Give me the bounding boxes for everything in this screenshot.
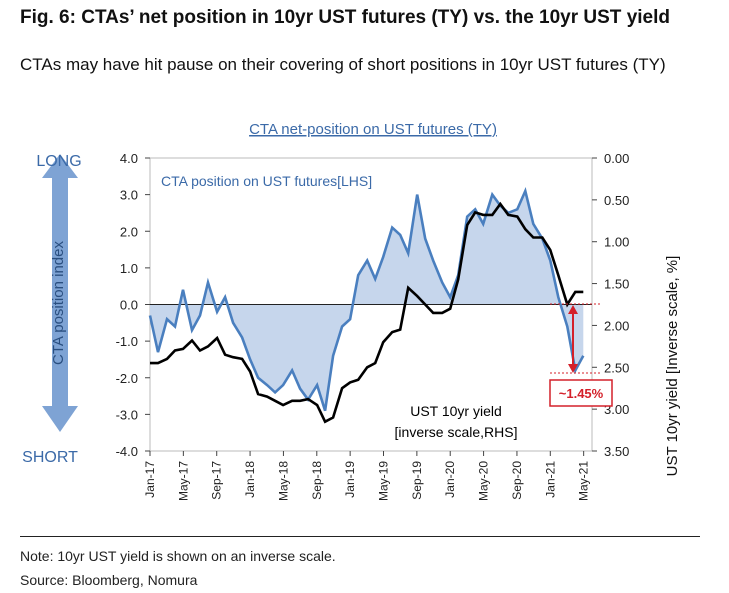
x-tick-label: May-18 bbox=[276, 461, 290, 501]
right-tick-label: 0.00 bbox=[604, 151, 629, 166]
left-axis-label: CTA position index bbox=[50, 241, 67, 365]
cta-position-line bbox=[148, 186, 585, 412]
left-tick-label: 2.0 bbox=[120, 224, 138, 239]
right-axis-ticks: 0.000.501.001.502.002.503.003.50 bbox=[592, 151, 629, 459]
right-axis-label: UST 10yr yield [Inverse scale, %] bbox=[664, 256, 681, 477]
left-tick-label: 3.0 bbox=[120, 188, 138, 203]
x-tick-label: Sep-18 bbox=[310, 461, 324, 500]
left-tick-label: -1.0 bbox=[116, 334, 138, 349]
cta-series-label: CTA position on UST futures[LHS] bbox=[161, 173, 372, 189]
yield-series-label-line1: UST 10yr yield bbox=[410, 403, 502, 419]
left-tick-label: -3.0 bbox=[116, 407, 138, 422]
long-label: LONG bbox=[36, 153, 81, 170]
left-axis-ticks: 4.0 3.0 2.0 1.0 0.0 -1.0 -2.0 -3.0 -4.0 bbox=[116, 151, 150, 459]
x-tick-label: May-19 bbox=[377, 461, 391, 501]
footer-divider bbox=[20, 536, 700, 537]
short-label: SHORT bbox=[22, 449, 78, 466]
left-tick-label: 1.0 bbox=[120, 261, 138, 276]
left-tick-label: -4.0 bbox=[116, 444, 138, 459]
x-tick-label: Sep-20 bbox=[510, 461, 524, 500]
chart-svg: CTA net-position on UST futures (TY) LON… bbox=[22, 121, 681, 501]
chart-title: CTA net-position on UST futures (TY) bbox=[249, 121, 497, 138]
x-tick-label: Jan-21 bbox=[543, 461, 557, 498]
change-callout-text: ~1.45% bbox=[559, 386, 604, 401]
x-tick-label: May-17 bbox=[176, 461, 190, 501]
yield-series-label-line2: [inverse scale,RHS] bbox=[395, 424, 518, 440]
chart-container: CTA net-position on UST futures (TY) LON… bbox=[0, 110, 729, 535]
change-annotation bbox=[549, 303, 613, 407]
x-tick-label: Jan-20 bbox=[443, 461, 457, 498]
x-axis-ticks: Jan-17 May-17 Sep-17 Jan-18 May-18 Sep-18 Jan-… bbox=[143, 451, 591, 501]
right-tick-label: 1.00 bbox=[604, 235, 629, 250]
x-tick-label: Jan-18 bbox=[243, 461, 257, 498]
left-tick-label: -2.0 bbox=[116, 371, 138, 386]
right-tick-label: 2.50 bbox=[604, 360, 629, 375]
right-tick-label: 2.00 bbox=[604, 318, 629, 333]
cta-position-area bbox=[150, 191, 584, 411]
ust-yield-line bbox=[150, 201, 584, 424]
figure-title: Fig. 6: CTAs’ net position in 10yr UST f… bbox=[20, 7, 670, 28]
x-tick-label: May-20 bbox=[477, 461, 491, 501]
right-tick-label: 0.50 bbox=[604, 193, 629, 208]
left-tick-label: 0.0 bbox=[120, 298, 138, 313]
footer-note: Note: 10yr UST yield is shown on an inve… bbox=[20, 548, 336, 564]
figure-subtitle: CTAs may have hit pause on their coverin… bbox=[20, 55, 666, 74]
footer-source: Source: Bloomberg, Nomura bbox=[20, 572, 198, 588]
long-short-arrow bbox=[42, 154, 78, 432]
x-tick-label: Sep-17 bbox=[210, 461, 224, 500]
left-tick-label: 4.0 bbox=[120, 151, 138, 166]
x-tick-label: Jan-17 bbox=[143, 461, 157, 498]
right-tick-label: 3.50 bbox=[604, 444, 629, 459]
x-tick-label: Sep-19 bbox=[410, 461, 424, 500]
right-tick-label: 1.50 bbox=[604, 277, 629, 292]
x-tick-label: Jan-19 bbox=[343, 461, 357, 498]
x-tick-label: May-21 bbox=[577, 461, 591, 501]
